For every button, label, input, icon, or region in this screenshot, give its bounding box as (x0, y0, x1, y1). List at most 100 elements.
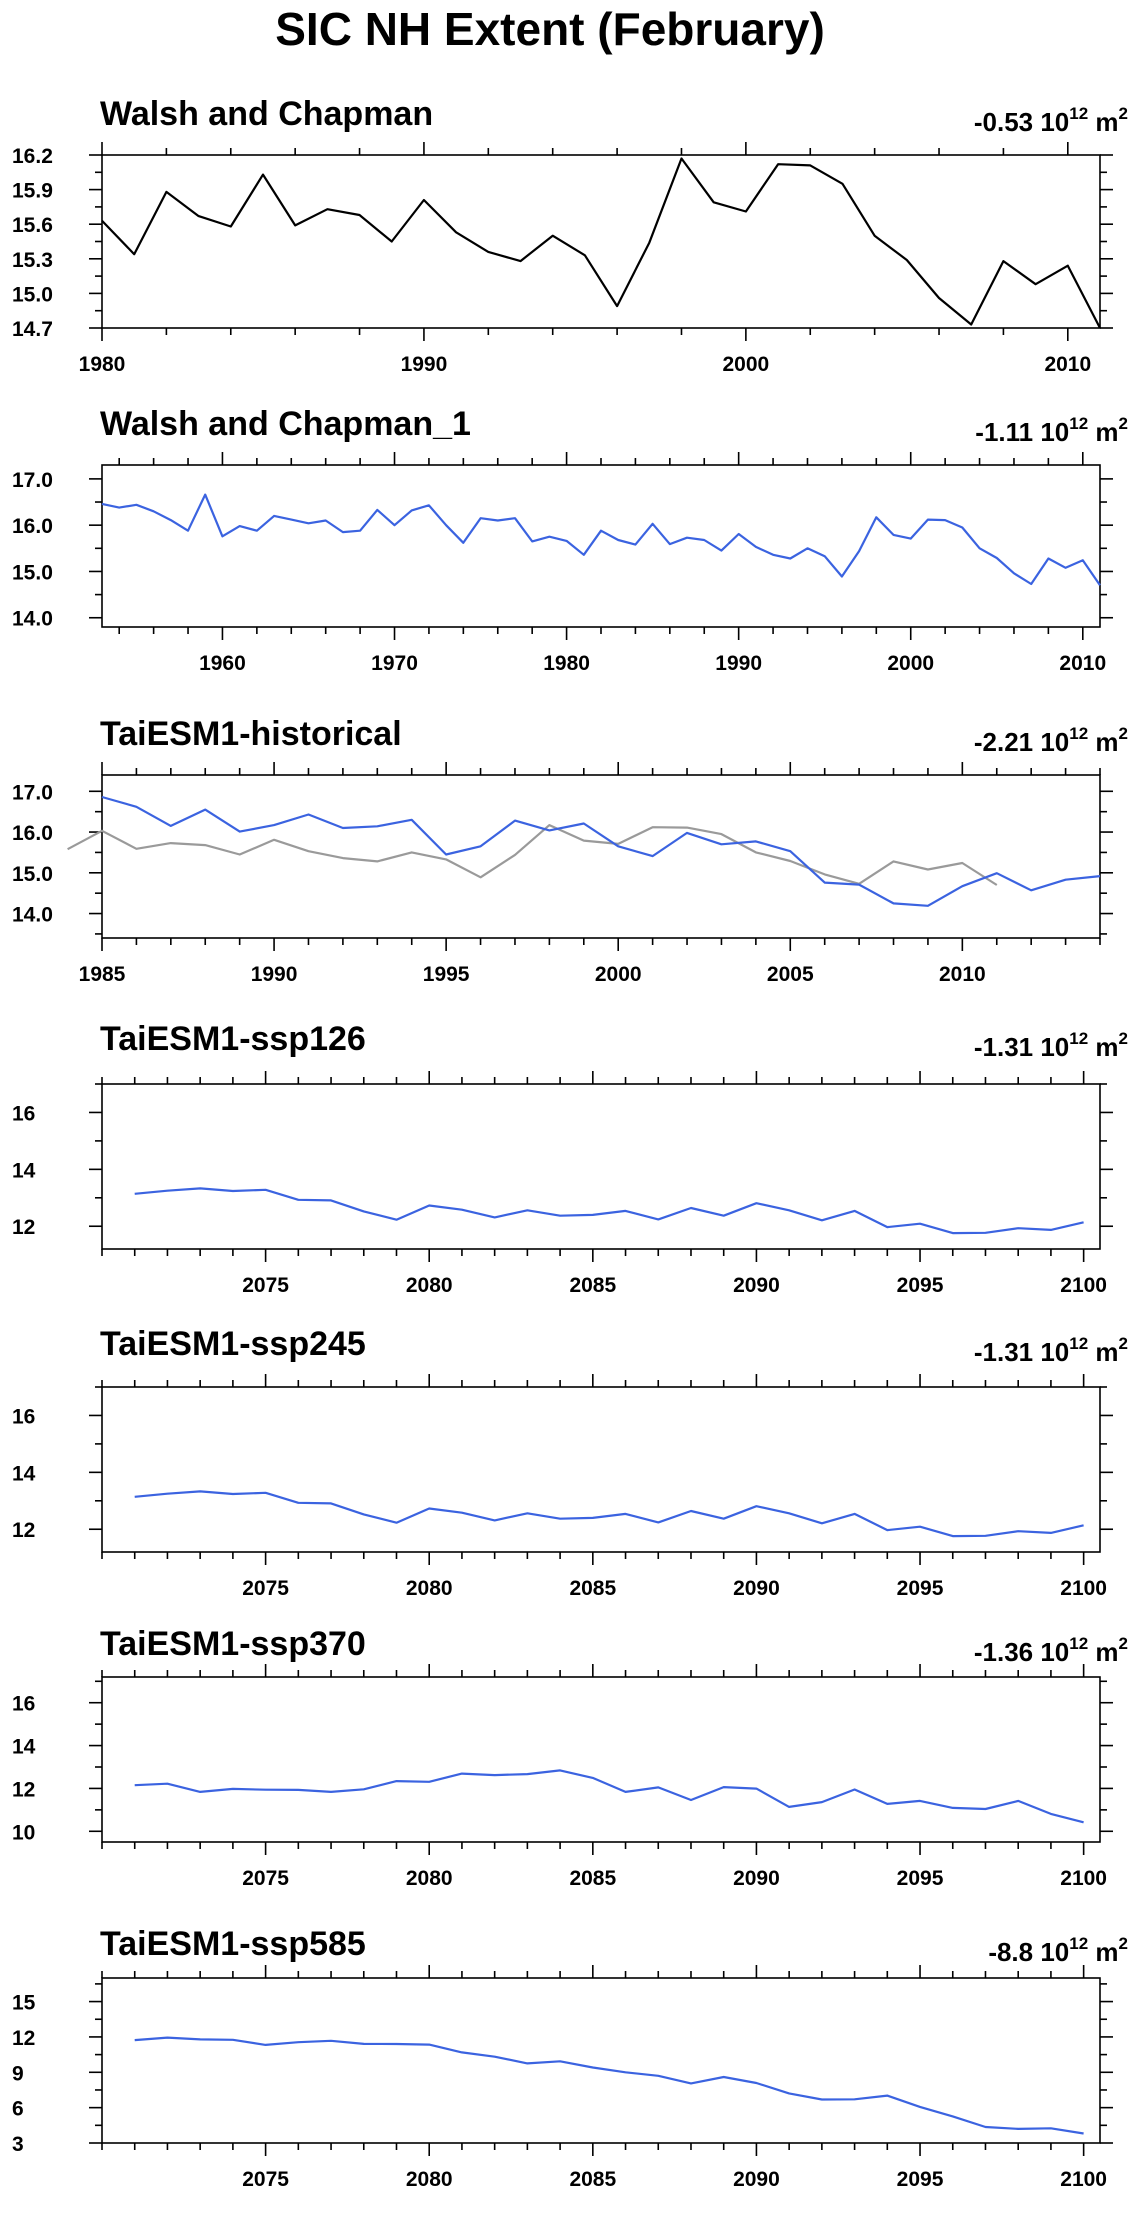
x-tick-label: 2085 (569, 2168, 616, 2191)
y-tick-label: 15.0 (12, 561, 53, 584)
panel-title: TaiESM1-ssp126 (100, 1020, 366, 1058)
x-tick-label: 1990 (251, 963, 298, 986)
x-tick-label: 2095 (897, 1577, 944, 1600)
series-line (134, 1187, 1084, 1235)
trend-label: -2.21 1012 m2 (974, 724, 1128, 757)
y-tick-label: 10 (12, 1821, 35, 1844)
chart-walsh-chapman-1: Walsh and Chapman_1 -1.11 1012 m2 14.0 15.0… (12, 405, 1128, 675)
y-tick-label: 12 (12, 2027, 35, 2050)
plot-frame (101, 1386, 1101, 1553)
series-line (101, 795, 1101, 907)
x-tick-label: 2080 (406, 2168, 453, 2191)
x-tick-label: 2100 (1060, 1274, 1107, 1297)
x-tick-label: 2095 (897, 1867, 944, 1890)
panel-title: Walsh and Chapman (100, 95, 433, 133)
y-tick-label: 14 (12, 1462, 36, 1485)
y-tick-label: 14.7 (12, 318, 53, 341)
x-tick-label: 2005 (767, 963, 814, 986)
panel-title: TaiESM1-ssp245 (100, 1325, 366, 1363)
y-tick-label: 17.0 (12, 781, 53, 804)
panel-taiesm1-historical: TaiESM1-historical -2.21 1012 m2 14.0 15.0 1… (0, 705, 1131, 1015)
x-tick-label: 2010 (1044, 353, 1091, 376)
series-line (134, 1490, 1084, 1538)
y-tick-label: 15.6 (12, 214, 53, 237)
y-tick-label: 15 (12, 1992, 36, 2015)
plot-frame (101, 1083, 1101, 1250)
chart-taiesm1-historical: TaiESM1-historical -2.21 1012 m2 14.0 15.0 1… (12, 715, 1128, 986)
y-tick-label: 16 (12, 1405, 35, 1428)
x-tick-label: 1990 (715, 652, 762, 675)
chart-walsh-chapman: Walsh and Chapman -0.53 1012 m2 14.7 15.0 15… (12, 95, 1128, 376)
series-line (134, 1769, 1084, 1824)
panel-taiesm1-ssp245: TaiESM1-ssp245 -1.31 1012 m2 12 14 16 2075 208… (0, 1315, 1131, 1620)
panel-title: TaiESM1-ssp370 (100, 1625, 366, 1663)
x-tick-label: 2000 (595, 963, 642, 986)
x-tick-label: 1995 (423, 963, 470, 986)
y-tick-label: 12 (12, 1778, 35, 1801)
y-tick-label: 16.2 (12, 145, 53, 168)
x-tick-label: 2000 (723, 353, 770, 376)
x-tick-label: 2075 (242, 1274, 289, 1297)
panel-taiesm1-ssp370: TaiESM1-ssp370 -1.36 1012 m2 10 12 14 16 2075 2… (0, 1615, 1131, 1915)
y-tick-label: 14.0 (12, 608, 53, 631)
x-tick-label: 2080 (406, 1867, 453, 1890)
chart-taiesm1-ssp370: TaiESM1-ssp370 -1.36 1012 m2 10 12 14 16 2075 2… (12, 1625, 1128, 1890)
y-tick-label: 17.0 (12, 469, 53, 492)
figure-title: SIC NH Extent (February) (275, 3, 825, 55)
x-tick-label: 2010 (1059, 652, 1106, 675)
panel-taiesm1-ssp585: TaiESM1-ssp585 -8.8 1012 m2 3 6 9 12 15 2075 208… (0, 1915, 1131, 2215)
x-tick-label: 2080 (406, 1274, 453, 1297)
x-tick-label: 1960 (199, 652, 246, 675)
x-tick-label: 2090 (733, 1274, 780, 1297)
y-tick-label: 14.0 (12, 904, 53, 927)
x-tick-label: 2090 (733, 2168, 780, 2191)
x-tick-label: 2090 (733, 1867, 780, 1890)
chart-taiesm1-ssp245: TaiESM1-ssp245 -1.31 1012 m2 12 14 16 2075 208… (12, 1325, 1128, 1600)
trend-label: -0.53 1012 m2 (974, 104, 1128, 137)
x-tick-label: 2100 (1060, 1867, 1107, 1890)
x-tick-label: 2010 (939, 963, 986, 986)
x-tick-label: 2075 (242, 2168, 289, 2191)
x-tick-label: 2100 (1060, 2168, 1107, 2191)
trend-label: -8.8 1012 m2 (988, 1934, 1128, 1967)
x-tick-label: 2085 (569, 1274, 616, 1297)
x-tick-label: 2085 (569, 1577, 616, 1600)
series-line (134, 2036, 1084, 2135)
x-tick-label: 2075 (242, 1867, 289, 1890)
x-tick-label: 1980 (79, 353, 126, 376)
panel-walsh-chapman: Walsh and Chapman -0.53 1012 m2 14.7 15.0 15… (0, 85, 1131, 390)
x-tick-label: 2075 (242, 1577, 289, 1600)
plot-frame (101, 774, 1101, 939)
y-tick-label: 3 (12, 2133, 24, 2156)
panel-title: Walsh and Chapman_1 (100, 405, 471, 443)
y-tick-label: 16.0 (12, 822, 53, 845)
y-tick-label: 15.0 (12, 283, 53, 306)
chart-taiesm1-ssp126: TaiESM1-ssp126 -1.31 1012 m2 12 14 16 2075 208… (12, 1020, 1128, 1297)
y-tick-label: 16.0 (12, 515, 53, 538)
x-tick-label: 1970 (371, 652, 418, 675)
y-tick-label: 16 (12, 1693, 35, 1716)
x-tick-label: 2100 (1060, 1577, 1107, 1600)
y-tick-label: 15.3 (12, 249, 53, 272)
panel-taiesm1-ssp126: TaiESM1-ssp126 -1.31 1012 m2 12 14 16 2075 208… (0, 1010, 1131, 1315)
plot-frame (101, 1676, 1101, 1843)
x-tick-label: 2095 (897, 1274, 944, 1297)
x-tick-label: 2080 (406, 1577, 453, 1600)
x-tick-label: 1985 (79, 963, 126, 986)
x-tick-label: 2000 (887, 652, 934, 675)
series-line (101, 157, 1101, 329)
trend-label: -1.31 1012 m2 (974, 1029, 1128, 1062)
x-tick-label: 2090 (733, 1577, 780, 1600)
series-line (101, 493, 1101, 586)
plot-frame (101, 154, 1101, 329)
panel-title: TaiESM1-ssp585 (100, 1925, 366, 1963)
panel-title: TaiESM1-historical (100, 715, 402, 753)
x-tick-label: 1990 (401, 353, 448, 376)
series-line (67, 823, 998, 886)
chart-taiesm1-ssp585: TaiESM1-ssp585 -8.8 1012 m2 3 6 9 12 15 2075 208… (12, 1925, 1128, 2191)
y-tick-label: 15.9 (12, 180, 53, 203)
y-tick-label: 6 (12, 2098, 24, 2121)
x-tick-label: 2085 (569, 1867, 616, 1890)
trend-label: -1.36 1012 m2 (974, 1634, 1128, 1667)
y-tick-label: 14 (12, 1736, 36, 1759)
